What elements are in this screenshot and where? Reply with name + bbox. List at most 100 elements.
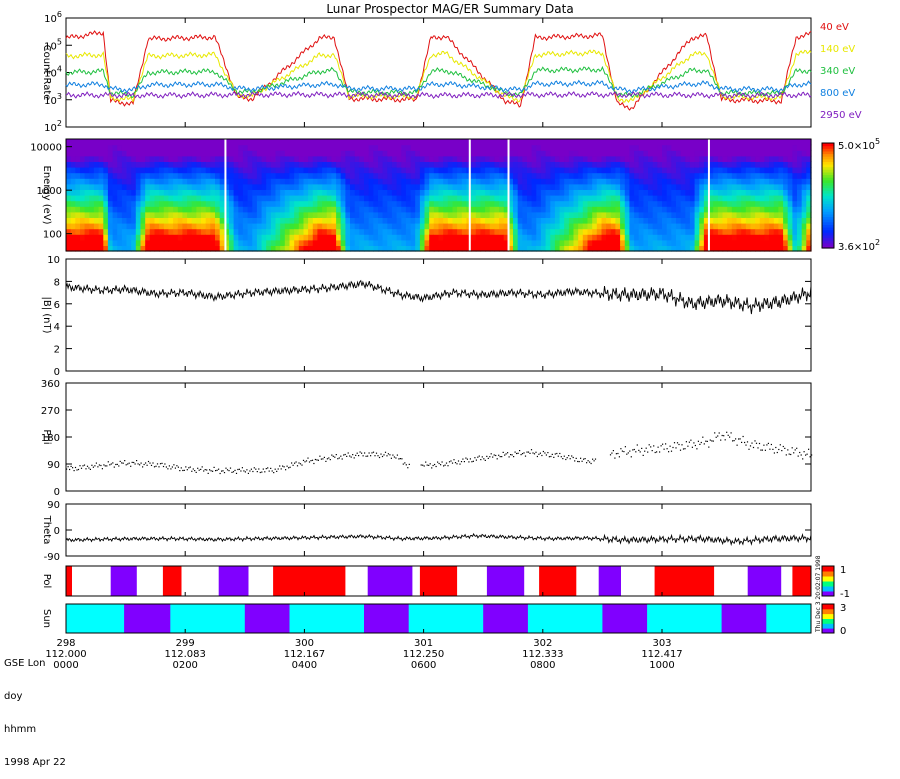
- xtick-lon-label: 300: [295, 638, 314, 649]
- count-rate-ytick-label: 106: [44, 10, 62, 25]
- colorbar-cell: [822, 221, 834, 225]
- series-line-340-ev: [65, 65, 812, 99]
- pol-segment: [412, 566, 421, 596]
- sun-segments: [66, 604, 812, 633]
- colorbar-cell: [822, 177, 834, 181]
- legend-140-ev: 140 eV: [820, 44, 855, 55]
- xtick-lon-label: 299: [176, 638, 195, 649]
- series-line-40-ev: [65, 30, 812, 111]
- pol-segment: [136, 566, 164, 596]
- colorbar-cell: [822, 229, 834, 233]
- spectrogram-colorbar: [821, 142, 835, 249]
- pol-segment: [162, 566, 182, 596]
- colorbar-cell: [822, 227, 834, 231]
- count-rate-ytick-label: 102: [44, 119, 62, 134]
- bmag-ytick-label: 4: [54, 322, 60, 333]
- pol-segment: [792, 566, 812, 596]
- xtick-doy-label: 112.000: [45, 649, 86, 660]
- xtick-lon-label: 303: [652, 638, 671, 649]
- colorbar-cell: [822, 198, 834, 202]
- xtick-doy-label: 112.083: [165, 649, 206, 660]
- legend-40-ev: 40 eV: [820, 22, 849, 33]
- colorbar-cell: [822, 224, 834, 228]
- bmag-ytick-label: 2: [54, 345, 60, 356]
- pol-segment: [367, 566, 413, 596]
- pol-ylabel: Pol: [41, 574, 52, 589]
- row-label-lon: GSE Lon: [4, 658, 46, 669]
- colorbar-max-label: 5.0×105: [838, 137, 880, 152]
- theta-frame: [65, 503, 812, 557]
- timestamp-note: Thu Dec 3 20:02:07 1998: [815, 555, 822, 633]
- sun-segment: [527, 604, 603, 633]
- pol-segment: [654, 566, 715, 596]
- colorbar-cell: [822, 237, 834, 241]
- sun-colorbar-cell: [822, 608, 834, 615]
- phi-frame: [65, 382, 812, 492]
- xtick-hhmm-label: 0800: [530, 660, 555, 671]
- bmag-ytick-label: 0: [54, 367, 60, 378]
- sun-colorbar-cell: [822, 613, 834, 619]
- pol-segment: [345, 566, 369, 596]
- pol-colorbar-cell: [822, 586, 834, 592]
- colorbar-cell: [822, 169, 834, 173]
- sun-segment: [66, 604, 125, 633]
- summary-plot: Lunar Prospector MAG/ER Summary Data1021…: [30, 2, 880, 671]
- pol-colorbar-cell: [822, 581, 834, 587]
- bmag-ytick-label: 8: [54, 277, 60, 288]
- pol-segment: [747, 566, 782, 596]
- pol-segment: [621, 566, 655, 596]
- colorbar-cell: [822, 190, 834, 194]
- series-line-2950-ev: [65, 90, 812, 100]
- colorbar-cell: [822, 216, 834, 220]
- sun-segment: [244, 604, 290, 633]
- colorbar-cell: [822, 143, 834, 147]
- pol-colorbar: [821, 565, 835, 597]
- pol-segment: [66, 566, 73, 596]
- pol-segment: [181, 566, 220, 596]
- legend-2950-ev: 2950 eV: [820, 110, 862, 121]
- colorbar-cell: [822, 150, 834, 155]
- phi-ytick-label: 0: [54, 487, 60, 498]
- colorbar-cell: [822, 203, 834, 207]
- pol-segment: [419, 566, 458, 596]
- theta-ytick-label: 0: [54, 526, 60, 537]
- pol-segment: [714, 566, 749, 596]
- pol-segment: [524, 566, 540, 596]
- spectrogram-cells: [66, 139, 812, 252]
- count-rate-frame: [65, 17, 812, 128]
- colorbar-cell: [822, 179, 834, 183]
- bmag-ytick-label: 6: [54, 300, 60, 311]
- theta-ytick-label: -90: [44, 552, 60, 563]
- phi-ytick-label: 90: [47, 460, 60, 471]
- pol-segment: [486, 566, 525, 596]
- colorbar-cell: [822, 185, 834, 189]
- pol-segment: [598, 566, 622, 596]
- sun-frame: [65, 603, 812, 634]
- colorbar-cell: [822, 145, 834, 149]
- sun-segment: [483, 604, 529, 633]
- colorbar-cell: [822, 161, 834, 165]
- colorbar-cell: [822, 213, 834, 218]
- pol-colorbar-max-label: 1: [840, 565, 846, 576]
- colorbar-cell: [822, 148, 834, 152]
- phi-ytick-label: 360: [41, 379, 60, 390]
- colorbar-cell: [822, 156, 834, 160]
- xtick-doy-label: 112.333: [522, 649, 563, 660]
- sun-segment: [721, 604, 767, 633]
- pol-segment: [218, 566, 249, 596]
- colorbar-cell: [822, 174, 834, 178]
- bmag-ytick-label: 10: [47, 255, 60, 266]
- colorbar-cell: [822, 182, 834, 186]
- colorbar-cell: [822, 153, 834, 157]
- sun-segment: [647, 604, 723, 633]
- colorbar-cell: [822, 234, 834, 239]
- pol-segment: [110, 566, 138, 596]
- theta-line: [65, 532, 812, 547]
- sun-segment: [364, 604, 410, 633]
- xtick-hhmm-label: 0600: [411, 660, 436, 671]
- sun-segment: [408, 604, 484, 633]
- colorbar-cell: [822, 206, 834, 210]
- colorbar-cell: [822, 164, 834, 168]
- colorbar-cell: [822, 195, 834, 199]
- colorbar-cell: [822, 208, 834, 212]
